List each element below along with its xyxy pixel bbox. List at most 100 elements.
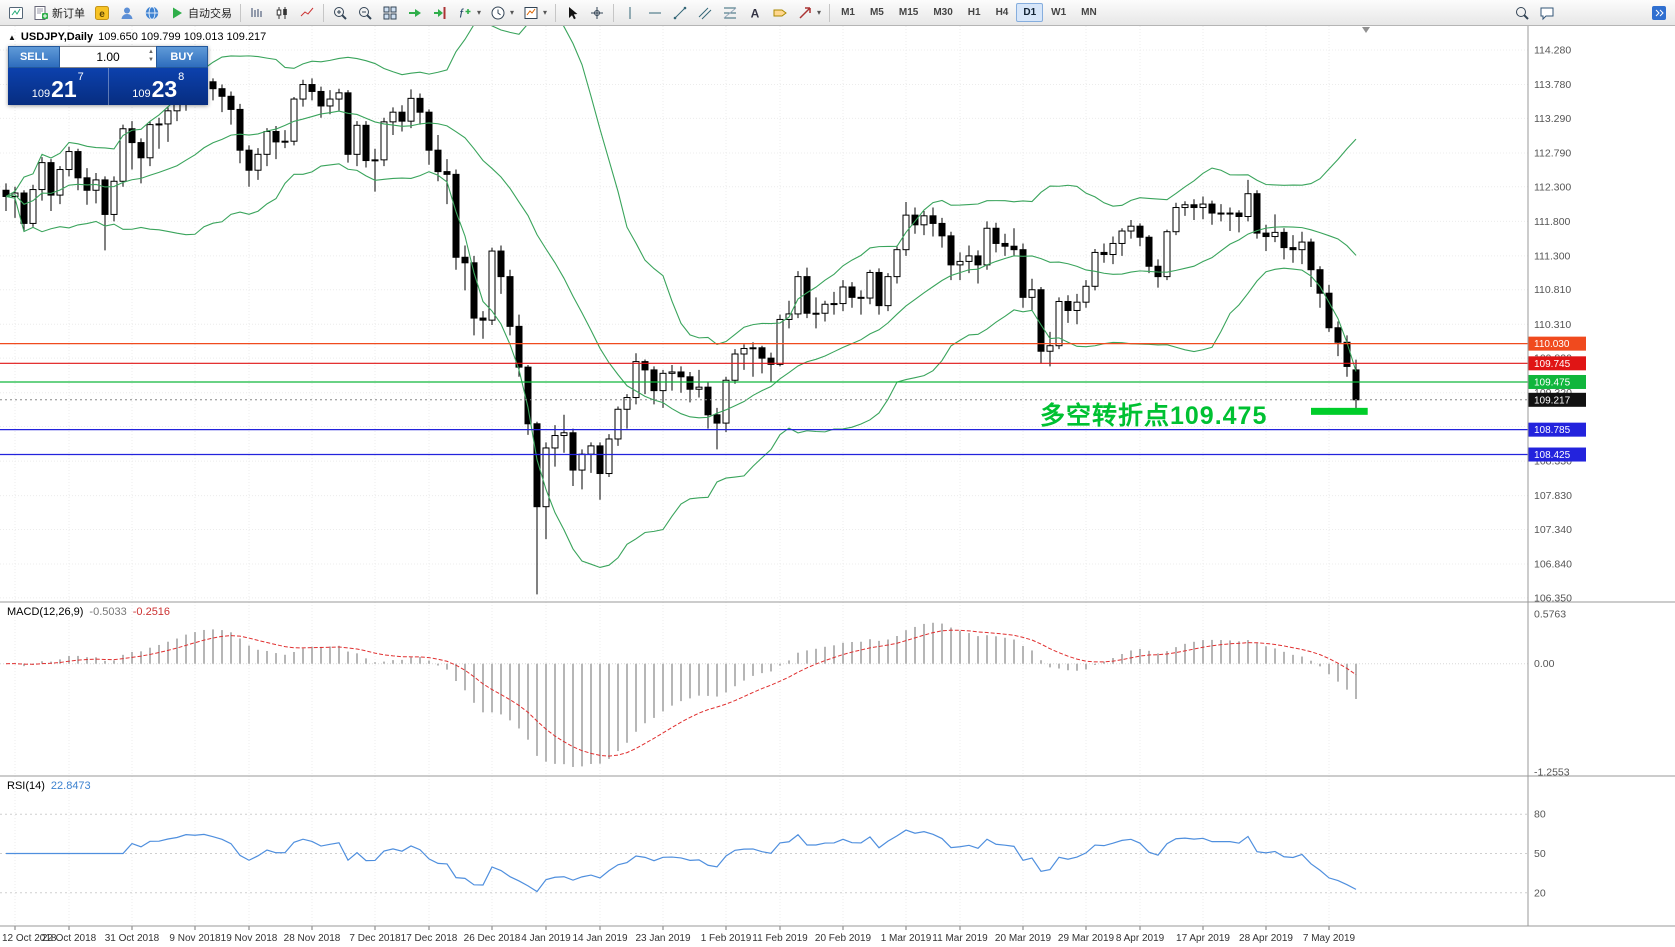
timeframe-m15[interactable]: M15 <box>898 7 919 18</box>
date-label: 17 Dec 2018 <box>401 933 458 944</box>
cursor-button[interactable] <box>560 2 584 24</box>
zoom-in-button[interactable] <box>328 2 352 24</box>
periods-button[interactable]: ▾ <box>486 2 518 24</box>
channel-button[interactable] <box>693 2 717 24</box>
community-button[interactable] <box>140 2 164 24</box>
label-tool-button[interactable] <box>768 2 792 24</box>
shift-marker-icon[interactable] <box>1362 27 1370 33</box>
candle-chart-button[interactable] <box>270 2 294 24</box>
toolbar-separator <box>829 3 831 22</box>
text-tool-button[interactable]: A <box>743 2 767 24</box>
macd-main-value: -0.5033 <box>89 606 127 618</box>
profile-button[interactable] <box>115 2 139 24</box>
timeframe-m1[interactable]: M1 <box>841 7 855 18</box>
timeframe-m5[interactable]: M5 <box>869 7 884 18</box>
timeframe-h1[interactable]: H1 <box>967 7 981 18</box>
annotation-text[interactable]: 多空转折点109.475 <box>1040 402 1268 430</box>
price-scale[interactable]: 114.280 113.780 113.290 112.790 112.300 111.8… <box>1528 45 1586 900</box>
buy-price-sup: 8 <box>178 71 185 83</box>
date-label: 28 Nov 2018 <box>284 933 341 944</box>
toolbar-overflow-button[interactable] <box>1647 2 1671 24</box>
algo-trading-icon <box>173 7 182 18</box>
ohlc-values: 109.650 109.799 109.013 109.217 <box>98 31 267 43</box>
line-chart-button[interactable] <box>295 2 319 24</box>
buy-button[interactable]: BUY <box>156 46 208 68</box>
trendline-button[interactable] <box>668 2 692 24</box>
date-label: 14 Jan 2019 <box>572 933 627 944</box>
search-button[interactable] <box>1510 2 1534 24</box>
new-order-button[interactable]: 新订单 <box>29 2 89 24</box>
svg-text:107.340: 107.340 <box>1534 524 1572 536</box>
svg-text:108.425: 108.425 <box>1534 450 1571 461</box>
symbol-period-label: USDJPY,Daily <box>20 31 94 43</box>
date-label: 8 Apr 2019 <box>1116 933 1165 944</box>
volume-input[interactable]: 1.00 ▲ ▼ <box>60 46 156 68</box>
line-chart-icon <box>300 7 314 16</box>
date-label: 23 Jan 2019 <box>635 933 690 944</box>
toolbar-separator <box>613 3 615 22</box>
horizontal-line-button[interactable] <box>643 2 667 24</box>
rsi-plot[interactable] <box>0 813 1528 894</box>
templates-button[interactable]: ▾ <box>519 2 551 24</box>
chat-icon <box>1540 7 1554 20</box>
svg-text:0.5763: 0.5763 <box>1534 609 1566 621</box>
fibonacci-button[interactable] <box>718 2 742 24</box>
svg-text:-1.2553: -1.2553 <box>1534 767 1570 779</box>
algo-trading-button[interactable]: 自动交易 <box>165 2 236 24</box>
rsi-label: RSI(14) 22.8473 <box>7 780 91 792</box>
svg-text:112.790: 112.790 <box>1534 147 1571 159</box>
arrows-tool-button[interactable]: ▾ <box>793 2 825 24</box>
date-label: 7 May 2019 <box>1303 933 1356 944</box>
new-chart-button[interactable] <box>4 2 28 24</box>
timeframe-m30[interactable]: M30 <box>933 7 953 18</box>
timeframe-mn[interactable]: MN <box>1081 7 1097 18</box>
tile-windows-button[interactable] <box>378 2 402 24</box>
sell-price-sup: 7 <box>77 71 84 83</box>
volume-value: 1.00 <box>96 50 120 64</box>
timeframe-w1[interactable]: W1 <box>1051 7 1067 18</box>
fibonacci-icon <box>723 7 737 18</box>
chart-shift-button[interactable] <box>428 2 452 24</box>
support-highlight[interactable] <box>1311 407 1368 415</box>
auto-scroll-button[interactable] <box>403 2 427 24</box>
toolbar-separator <box>240 3 241 22</box>
toolbar-overflow-icon <box>1652 5 1666 20</box>
metaeditor-button[interactable]: e <box>90 2 114 24</box>
spinner-down-icon[interactable]: ▼ <box>148 57 154 64</box>
svg-text:A: A <box>751 6 760 20</box>
main-plot[interactable] <box>0 8 1528 595</box>
dropdown-caret-icon: ▾ <box>477 7 482 17</box>
crosshair-icon <box>591 6 604 19</box>
svg-text:113.780: 113.780 <box>1534 79 1571 91</box>
zoom-out-button[interactable] <box>353 2 377 24</box>
date-label: 28 Apr 2019 <box>1239 933 1293 944</box>
svg-text:114.280: 114.280 <box>1534 45 1571 57</box>
indicators-button[interactable]: f ▾ <box>453 2 485 24</box>
vertical-line-button[interactable] <box>618 2 642 24</box>
oct-toggle-icon[interactable]: ▲ <box>8 32 16 42</box>
crosshair-button[interactable] <box>585 2 609 24</box>
spinner-up-icon[interactable]: ▲ <box>148 49 154 55</box>
date-label: 29 Mar 2019 <box>1058 933 1115 944</box>
bar-chart-button[interactable] <box>245 2 269 24</box>
label-tool-icon <box>773 9 787 16</box>
date-label: 20 Feb 2019 <box>815 933 872 944</box>
volume-spinner[interactable]: ▲ ▼ <box>148 48 154 65</box>
svg-text:80: 80 <box>1534 809 1546 821</box>
macd-plot[interactable] <box>0 622 1528 767</box>
profile-icon <box>121 7 133 19</box>
svg-text:20: 20 <box>1534 887 1546 899</box>
metaeditor-icon: e <box>95 5 109 20</box>
vertical-line-icon <box>629 6 631 19</box>
timeframe-h4[interactable]: H4 <box>995 7 1009 18</box>
bollinger-band-line <box>5 26 1357 346</box>
bollinger-band-line <box>5 110 1357 419</box>
sell-button[interactable]: SELL <box>8 46 60 68</box>
chat-button[interactable] <box>1535 2 1559 24</box>
sell-price-big: 21 <box>51 76 77 103</box>
date-label: 20 Mar 2019 <box>995 933 1052 944</box>
timeframe-d1[interactable]: D1 <box>1016 3 1044 22</box>
channel-icon <box>698 7 712 19</box>
